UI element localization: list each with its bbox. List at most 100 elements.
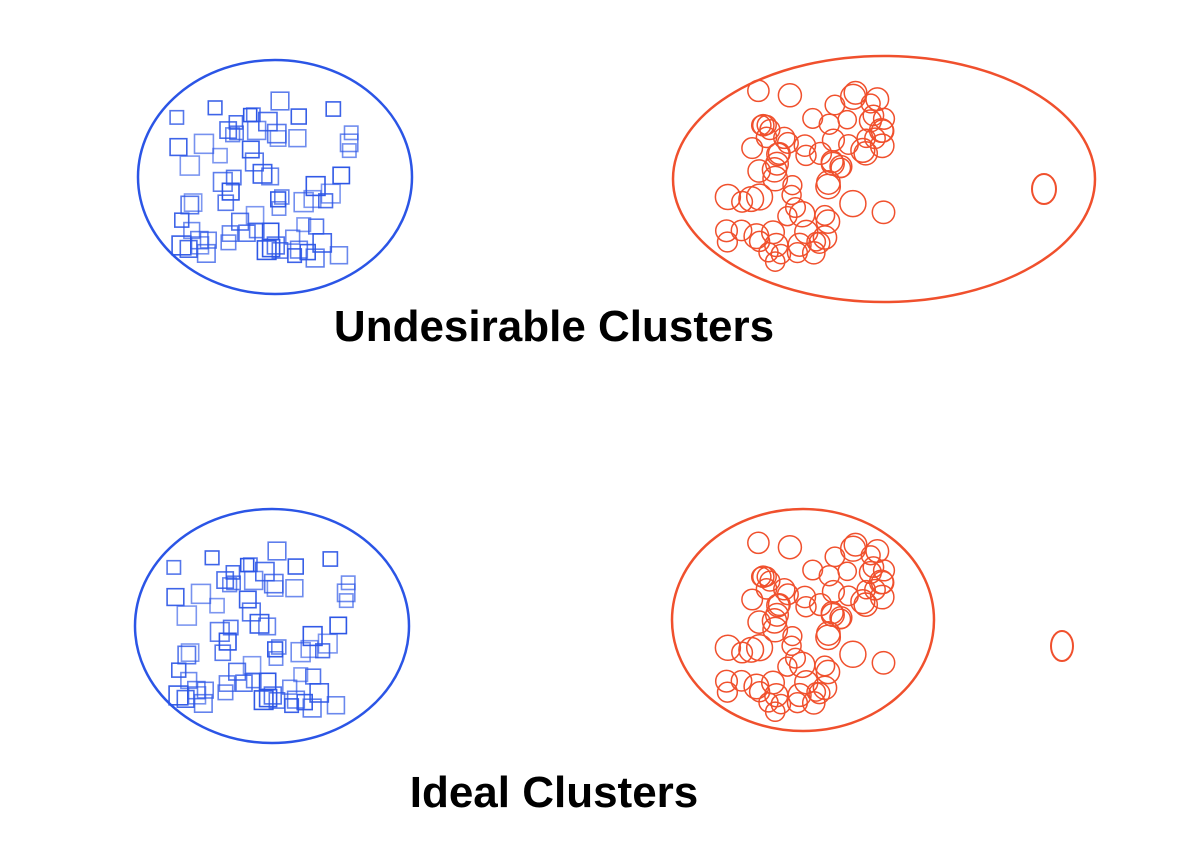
- red-circle-point: [862, 556, 885, 579]
- blue-square-point: [242, 655, 262, 675]
- red-circle-point: [777, 83, 803, 108]
- blue-square-point: [169, 109, 185, 125]
- blue-square-point: [339, 133, 359, 153]
- red-circle-point: [731, 190, 754, 213]
- blue-square-point: [212, 147, 228, 164]
- blue-square-point: [169, 137, 188, 157]
- red-circle-point: [837, 561, 858, 582]
- red-circle-point: [764, 251, 786, 272]
- blue-square-point: [239, 557, 255, 573]
- red-circle-point: [860, 93, 881, 114]
- red-circle-point: [784, 196, 807, 219]
- red-circle-point: [793, 585, 817, 609]
- red-circle-point: [761, 156, 788, 183]
- blue-square-point: [231, 212, 250, 231]
- blue-square-point: [343, 125, 359, 141]
- red-circle-point: [837, 109, 858, 130]
- red-circle-point: [751, 565, 775, 589]
- blue-square-point: [176, 605, 198, 626]
- red-circle-point: [869, 133, 895, 159]
- red-circle-point: [815, 209, 841, 234]
- red-circle-point: [777, 534, 803, 560]
- blue-square-point: [217, 684, 234, 701]
- red-circle-point: [716, 231, 739, 253]
- red-circle-point: [730, 669, 753, 692]
- red-outlier-point: [1050, 630, 1074, 662]
- red-circle-point: [788, 200, 816, 228]
- blue-square-point: [325, 101, 342, 117]
- ideal-clusters-caption: Ideal Clusters: [409, 768, 699, 817]
- red-circle-point: [802, 107, 824, 129]
- blue-cluster-boundary: [133, 507, 411, 745]
- blue-square-point: [266, 641, 284, 658]
- red-circle-point: [782, 175, 803, 196]
- blue-square-point: [332, 166, 351, 185]
- blue-square-point: [225, 169, 242, 186]
- blue-square-point: [209, 621, 230, 642]
- blue-square-point: [326, 695, 346, 715]
- blue-square-point: [166, 587, 185, 607]
- red-circle-point: [808, 682, 831, 705]
- red-circle-point: [764, 602, 790, 627]
- blue-square-point: [221, 225, 239, 242]
- blue-square-point: [293, 191, 314, 213]
- red-circle-points: [714, 531, 896, 723]
- red-circle-point: [741, 137, 764, 160]
- blue-square-point: [273, 189, 290, 205]
- blue-square-point: [258, 617, 277, 636]
- blue-square-point: [217, 194, 235, 212]
- blue-square-point: [287, 558, 304, 575]
- blue-square-point: [288, 129, 307, 148]
- blue-square-point: [268, 691, 286, 709]
- blue-square-point: [174, 212, 190, 228]
- red-circle-point: [716, 681, 739, 703]
- red-circle-point: [793, 134, 817, 157]
- red-circle-point: [869, 584, 895, 610]
- blue-square-point: [340, 575, 356, 591]
- red-circle-point: [762, 165, 789, 192]
- red-circle-point: [815, 173, 842, 200]
- blue-square-point: [249, 613, 270, 634]
- blue-square-point: [261, 167, 280, 186]
- blue-square-point: [285, 578, 304, 598]
- red-circle-point: [788, 651, 816, 679]
- red-circle-point: [747, 531, 770, 555]
- blue-square-point: [222, 577, 238, 593]
- red-circle-point: [762, 616, 789, 643]
- blue-square-point: [216, 571, 235, 590]
- red-circle-point: [777, 656, 798, 677]
- red-circle-point: [730, 219, 753, 242]
- blue-square-point: [228, 662, 247, 681]
- blue-square-point: [329, 616, 348, 635]
- red-circle-point: [815, 659, 841, 685]
- red-circle-point: [764, 701, 786, 723]
- red-circle-point: [750, 114, 772, 136]
- red-circle-point: [839, 83, 867, 110]
- blue-square-point: [290, 108, 307, 125]
- blue-square-point: [284, 229, 301, 245]
- blue-square-point: [304, 668, 322, 685]
- red-circle-point: [838, 585, 859, 607]
- blue-square-point: [305, 248, 325, 268]
- red-circle-point: [755, 578, 778, 600]
- red-circle-point: [812, 675, 838, 701]
- blue-square-point: [218, 675, 236, 693]
- red-circle-point: [808, 141, 833, 166]
- blue-square-point: [270, 639, 287, 655]
- blue-square-point: [219, 121, 238, 140]
- blue-square-point: [214, 644, 232, 662]
- red-circle-point: [862, 104, 885, 127]
- blue-square-point: [245, 107, 261, 123]
- blue-square-point: [329, 246, 349, 265]
- blue-square-point: [320, 183, 341, 204]
- red-circle-point: [777, 205, 798, 227]
- blue-square-point: [341, 143, 357, 159]
- blue-square-point: [238, 224, 256, 242]
- blue-square-point: [305, 175, 326, 197]
- red-circle-point: [856, 128, 877, 149]
- blue-square-point: [166, 559, 182, 575]
- red-circle-point: [786, 692, 809, 714]
- blue-square-point: [317, 633, 338, 654]
- blue-square-point: [229, 125, 244, 141]
- red-circle-point: [770, 693, 792, 715]
